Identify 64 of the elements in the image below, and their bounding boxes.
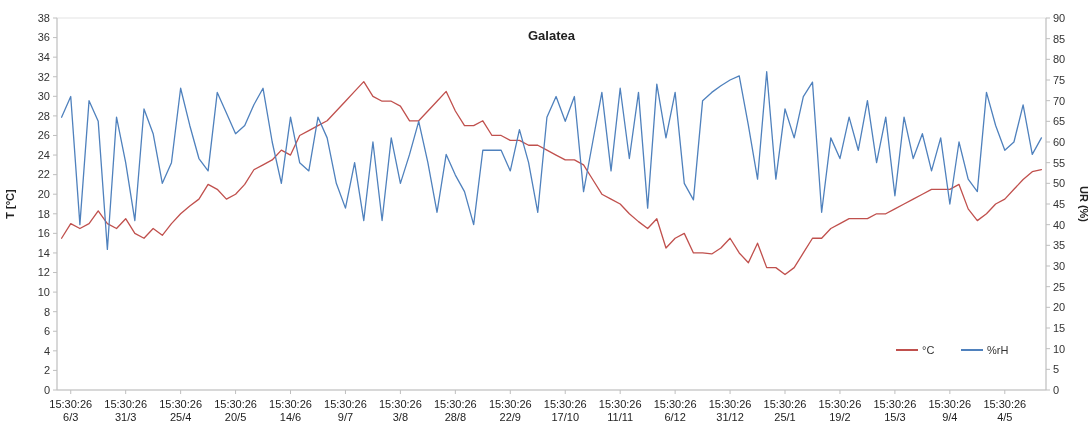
- legend-label: %rH: [987, 343, 1009, 356]
- y-tick-label: 12: [37, 266, 50, 279]
- text: Galatea: [528, 28, 576, 43]
- y-tick-label: 34: [37, 51, 50, 64]
- x-tick-label: 15:30:26 31/12: [708, 398, 752, 423]
- x-tick-label: 15:30:26 11/11: [598, 398, 642, 423]
- y-tick-label: 24: [37, 148, 50, 161]
- y2-tick-label: 20: [1053, 301, 1066, 314]
- x-tick-label: 15:30:26 3/8: [378, 398, 422, 423]
- x-tick-label: 15:30:26 15/3: [873, 398, 917, 423]
- y-axis-title: T [°C]: [4, 188, 16, 219]
- y2-tick-label: 90: [1053, 11, 1066, 24]
- y2-tick-label: 65: [1053, 115, 1066, 128]
- x-tick-label: 15:30:26 14/6: [269, 398, 312, 423]
- x-tick-label: 15:30:26 6/12: [653, 398, 697, 423]
- line-series: [60, 71, 1043, 251]
- y-tick-label: 2: [43, 364, 50, 377]
- y2-tick-label: 70: [1053, 94, 1066, 107]
- y-tick-label: 8: [43, 305, 50, 318]
- y2-tick-label: 5: [1053, 363, 1060, 376]
- x-tick-label: 15:30:26 20/5: [214, 398, 257, 423]
- y2-tick-label: 50: [1053, 177, 1066, 190]
- y2-tick-label: 30: [1053, 259, 1066, 272]
- legend-label: °C: [922, 343, 935, 356]
- y-tick-label: 32: [37, 70, 50, 83]
- y2-tick-label: 40: [1053, 218, 1066, 231]
- y2-tick-label: 10: [1053, 342, 1066, 355]
- y2-axis-title: UR (%): [1078, 185, 1090, 223]
- y-tick-label: 26: [37, 129, 50, 142]
- y2-tick-label: 15: [1053, 321, 1066, 334]
- y2-tick-label: 85: [1053, 32, 1066, 45]
- y-tick-label: 0: [43, 383, 50, 396]
- x-tick-label: 15:30:26 28/8: [433, 398, 477, 423]
- x-tick-label: 15:30:26 6/3: [49, 398, 93, 423]
- y2-tick-label: 60: [1053, 135, 1066, 148]
- y-tick-label: 20: [37, 188, 50, 201]
- x-tick-label: 15:30:26 17/10: [543, 398, 587, 423]
- y-tick-label: 4: [43, 344, 50, 357]
- y2-tick-label: 55: [1053, 156, 1066, 169]
- y-tick-label: 16: [37, 227, 50, 240]
- y2-tick-label: 75: [1053, 73, 1066, 86]
- y2-tick-label: 35: [1053, 239, 1066, 252]
- y2-tick-label: 80: [1053, 53, 1066, 66]
- y2-tick-label: 25: [1053, 280, 1066, 293]
- x-tick-label: 15:30:26 19/2: [818, 398, 862, 423]
- y-tick-label: 14: [37, 246, 50, 259]
- y-tick-label: 28: [37, 109, 50, 122]
- x-tick-label: 15:30:26 25/4: [159, 398, 203, 423]
- y2-tick-label: 0: [1053, 383, 1060, 396]
- line-series: [60, 80, 1043, 276]
- x-tick-label: 15:30:26 9/4: [928, 398, 972, 423]
- x-tick-label: 15:30:26 25/1: [763, 398, 807, 423]
- y-tick-label: 10: [37, 285, 50, 298]
- y-tick-label: 30: [37, 90, 50, 103]
- x-tick-label: 15:30:26 4/5: [983, 398, 1027, 423]
- x-tick-label: 15:30:26 22/9: [488, 398, 532, 423]
- y-tick-label: 38: [37, 11, 50, 24]
- x-tick-label: 15:30:26 9/7: [324, 398, 367, 423]
- y-tick-label: 22: [37, 168, 50, 181]
- y2-tick-label: 45: [1053, 197, 1066, 210]
- x-tick-label: 15:30:26 31/3: [104, 398, 148, 423]
- y-tick-label: 18: [37, 207, 50, 220]
- y-tick-label: 36: [37, 31, 50, 44]
- y-tick-label: 6: [43, 325, 50, 338]
